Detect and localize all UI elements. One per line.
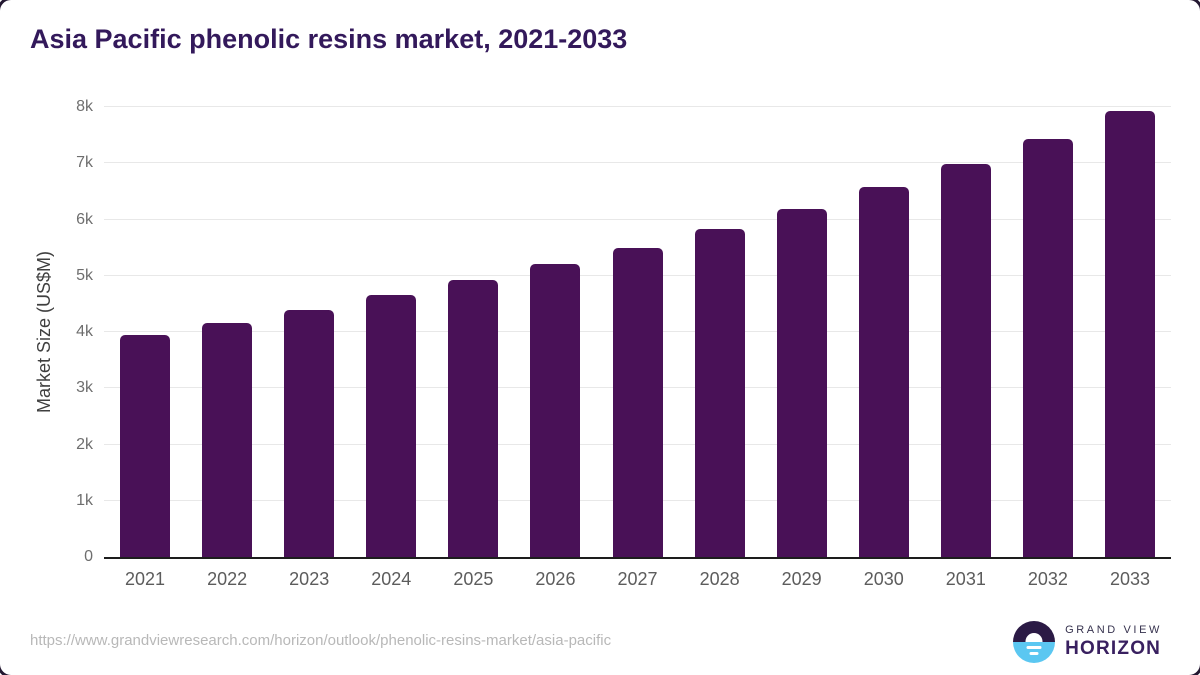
x-axis-line bbox=[104, 557, 1171, 559]
sun-icon bbox=[1025, 633, 1043, 642]
source-url: https://www.grandviewresearch.com/horizo… bbox=[30, 632, 612, 649]
plot-area: 0 1k 2k 3k 4k 5k 6k 7k 8k Market Size (US$M) 202… bbox=[34, 98, 1171, 589]
bar-slot bbox=[514, 107, 596, 557]
y-tick-label: 2k bbox=[76, 435, 93, 453]
x-axis-labels: 2021 2022 2023 2024 2025 2026 2027 2028 2029 2030… bbox=[104, 569, 1171, 590]
bar-slot bbox=[350, 107, 432, 557]
chart-title: Asia Pacific phenolic resins market, 202… bbox=[30, 24, 628, 54]
x-tick-label-2023: 2023 bbox=[289, 569, 330, 589]
x-tick-label-2022: 2022 bbox=[207, 569, 248, 589]
bar-2033[interactable] bbox=[1104, 110, 1155, 557]
bars bbox=[104, 107, 1171, 557]
y-tick-label: 5k bbox=[76, 266, 93, 284]
bar-2032[interactable] bbox=[1022, 139, 1073, 557]
gridline bbox=[104, 162, 1171, 164]
wave-line-icon bbox=[1029, 652, 1039, 655]
y-tick-label: 7k bbox=[76, 154, 93, 172]
y-tick-label: 6k bbox=[76, 210, 93, 228]
bar-slot bbox=[843, 107, 925, 557]
bar-2030[interactable] bbox=[858, 186, 909, 557]
bar-2025[interactable] bbox=[448, 280, 499, 557]
x-tick-label-2024: 2024 bbox=[371, 569, 412, 589]
y-axis-title: Market Size (US$M) bbox=[34, 250, 54, 414]
x-tick-label-2021: 2021 bbox=[125, 569, 166, 589]
horizon-sunset-icon bbox=[1013, 621, 1056, 663]
bar-2023[interactable] bbox=[284, 310, 335, 557]
y-tick-label: 8k bbox=[76, 98, 93, 115]
y-tick-label: 0 bbox=[84, 548, 93, 565]
bar-2028[interactable] bbox=[694, 229, 745, 557]
wave-line-icon bbox=[1026, 646, 1042, 649]
bar-slot bbox=[1089, 107, 1171, 557]
x-tick-label-2031: 2031 bbox=[945, 569, 986, 589]
x-tick-label-2025: 2025 bbox=[453, 569, 494, 589]
bar-2021[interactable] bbox=[120, 334, 171, 557]
logo-horizon-label: HORIZON bbox=[1065, 638, 1162, 659]
gridline bbox=[104, 218, 1171, 220]
x-tick-label-2028: 2028 bbox=[699, 569, 740, 589]
bar-2024[interactable] bbox=[366, 294, 417, 557]
bar-2031[interactable] bbox=[940, 163, 991, 557]
logo-text: GRAND VIEW HORIZON bbox=[1065, 624, 1162, 660]
bar-2027[interactable] bbox=[612, 248, 663, 557]
bar-slot bbox=[679, 107, 761, 557]
bar-slot bbox=[268, 107, 350, 557]
bar-slot bbox=[186, 107, 268, 557]
x-tick-label-2029: 2029 bbox=[781, 569, 822, 589]
bar-slot bbox=[104, 107, 186, 557]
bar-slot bbox=[596, 107, 678, 557]
x-tick-label-2030: 2030 bbox=[863, 569, 904, 589]
y-tick-label: 3k bbox=[76, 379, 93, 397]
bar-2026[interactable] bbox=[530, 263, 581, 557]
x-tick-label-2027: 2027 bbox=[617, 569, 658, 589]
y-tick-label: 4k bbox=[76, 323, 93, 340]
bar-slot bbox=[1007, 107, 1089, 557]
bar-slot bbox=[761, 107, 843, 557]
grand-view-horizon-logo: GRAND VIEW HORIZON bbox=[1013, 621, 1162, 663]
bar-slot bbox=[925, 107, 1007, 557]
bar-slot bbox=[432, 107, 514, 557]
bar-2029[interactable] bbox=[776, 208, 827, 557]
x-tick-label-2026: 2026 bbox=[535, 569, 576, 589]
x-tick-label-2032: 2032 bbox=[1027, 569, 1068, 589]
logo-grand-view-label: GRAND VIEW bbox=[1065, 624, 1162, 636]
gridline bbox=[104, 106, 1171, 107]
bar-2022[interactable] bbox=[202, 323, 253, 557]
y-tick-label: 1k bbox=[76, 491, 93, 509]
x-tick-label-2033: 2033 bbox=[1109, 569, 1150, 589]
